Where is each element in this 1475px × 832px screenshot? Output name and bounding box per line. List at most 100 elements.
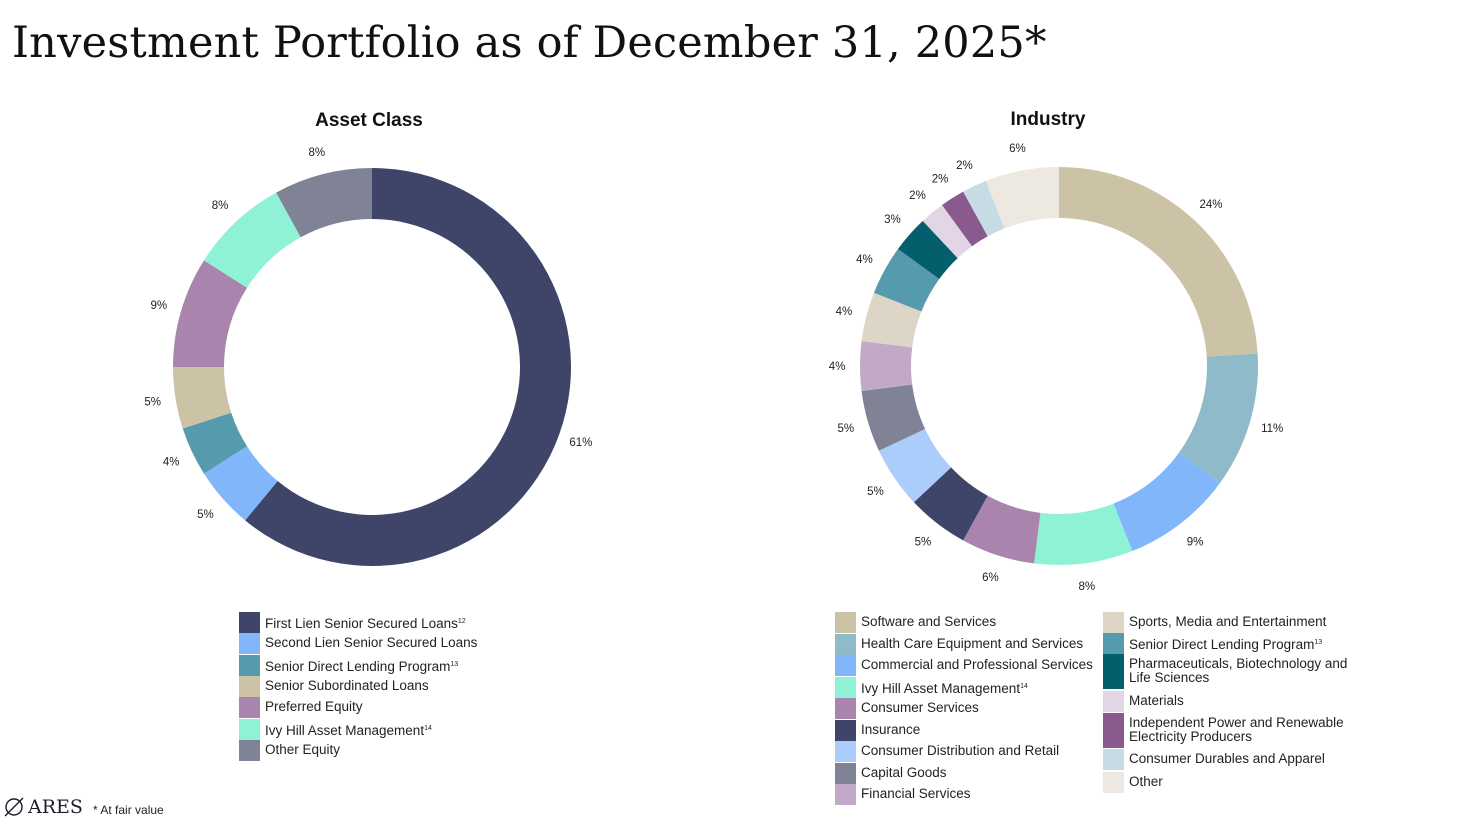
industry-data-label-senior-direct-lending-program: 4% [856,254,873,266]
legend-label: Capital Goods [861,764,947,780]
ares-logo-icon [4,797,24,817]
legend-label-text: Other [1129,774,1163,789]
industry-slice-insurance [913,467,988,541]
industry-data-label-independent-power-and-renewable-electricity-producers: 2% [932,174,949,186]
industry-data-label-other: 6% [1009,143,1026,155]
legend-swatch [835,698,856,719]
legend-label: Health Care Equipment and Services [861,635,1084,651]
industry-data-label-software-and-services: 24% [1199,199,1222,211]
legend-label: Consumer Services [861,701,979,715]
industry-data-label-consumer-distribution-and-retail: 5% [867,486,884,498]
legend-label: Other Equity [265,741,341,757]
asset-class-slice-ivy-hill-asset-management [203,192,301,288]
asset-class-slice-senior-direct-lending-program [182,412,248,474]
legend-label-text: Financial Services [861,786,971,801]
legend-label-text: Independent Power and Renewable Electric… [1129,715,1344,744]
asset-class-data-label-other-equity: 8% [308,147,325,159]
legend-footnote-ref: 14 [424,724,432,732]
industry-data-label-materials: 2% [909,190,926,202]
legend-swatch [239,612,260,633]
industry-donut-chart: 24% 11% 9% 8% 6% 5% 5% 5% 4% 4% 4% 3% 2% 2% 2% 6% [829,143,1284,593]
legend-footnote-ref: 12 [457,618,466,625]
ares-logo-text: ARES [28,796,83,818]
legend-swatch [239,739,260,761]
legend-label: Pharmaceuticals, Biotechnology and Life … [1129,657,1361,685]
legend-swatch [1103,612,1124,633]
ares-logo: ARES [4,796,83,818]
legend-swatch [835,741,856,762]
asset-class-data-label-senior-direct-lending-program: 4% [163,457,180,469]
legend-label: Sports, Media and Entertainment [1129,615,1326,629]
legend-label-text: Health Care Equipment and Services [861,635,1084,651]
page-title: Investment Portfolio as of December 31, … [12,18,1047,68]
legend-label-text: Senior Direct Lending Program [1129,637,1315,652]
industry-slice-commercial-and-professional-services [1113,452,1220,552]
legend-swatch [1103,772,1124,793]
legend-label: Preferred Equity [265,700,363,714]
industry-slice-consumer-services [963,495,1041,564]
industry-data-label-consumer-services: 6% [982,572,999,584]
legend-label-text: Materials [1129,693,1184,708]
asset-class-donut-chart: 61% 5% 4% 5% 9% 8% 8% [144,147,592,566]
legend-label-text: Consumer Durables and Apparel [1129,751,1325,766]
legend-swatch [239,697,260,719]
industry-slice-materials [922,205,973,259]
legend-swatch [835,762,856,784]
legend-label-text: Ivy Hill Asset Management [861,680,1021,696]
asset-class-slice-other-equity [276,168,372,238]
legend-label-text: Preferred Equity [265,699,363,715]
industry-slice-ivy-hill-asset-management [1034,503,1133,565]
industry-data-label-pharmaceuticals-biotechnology-and-life-sciences: 3% [884,214,901,226]
legend-label-text: Other Equity [265,741,341,757]
legend-label-text: Capital Goods [861,764,947,780]
asset-class-data-label-senior-subordinated-loans: 5% [144,397,161,409]
legend-swatch [239,633,260,655]
legend-label: Consumer Distribution and Retail [861,744,1059,758]
legend-label: Senior Subordinated Loans [265,677,429,693]
industry-slice-software-and-services [1059,167,1258,357]
industry-data-label-insurance: 5% [915,536,932,548]
legend-label: Senior Direct Lending Program13 [265,658,458,674]
legend-label: First Lien Senior Secured Loans12 [265,615,466,631]
legend-swatch [239,675,260,697]
legend-swatch [835,719,856,741]
legend-label-text: Senior Direct Lending Program [265,658,451,674]
legend-label: Independent Power and Renewable Electric… [1129,716,1361,744]
legend-label: Second Lien Senior Secured Loans [265,636,477,650]
legend-footnote-ref: 13 [450,660,459,668]
asset-class-slice-second-lien-senior-secured-loans [203,446,278,521]
industry-slice-sports-media-and-entertainment [861,292,922,348]
industry-data-label-ivy-hill-asset-management: 8% [1079,581,1096,593]
asset-class-chart-title: Asset Class [315,110,423,131]
industry-data-label-commercial-and-professional-services: 9% [1187,536,1204,548]
legend-label-text: Consumer Distribution and Retail [861,743,1060,758]
legend-label-text: Second Lien Senior Secured Loans [265,635,478,651]
legend-footnote-ref: 13 [1314,639,1323,646]
legend-swatch [1103,691,1124,712]
industry-chart-title: Industry [1010,109,1086,130]
asset-class-data-label-second-lien-senior-secured-loans: 5% [197,509,214,521]
asset-class-slice-first-lien-senior-secured-loans [245,168,571,566]
industry-slice-capital-goods [861,384,926,451]
asset-class-data-label-first-lien-senior-secured-loans: 61% [569,437,592,449]
legend-label: Senior Direct Lending Program13 [1129,636,1322,652]
legend-swatch [1103,749,1124,770]
industry-slice-consumer-durables-and-apparel [963,180,1005,237]
industry-slice-consumer-distribution-and-retail [878,429,952,503]
legend-swatch [835,784,856,805]
legend-label-text: Sports, Media and Entertainment [1129,614,1327,629]
asset-class-slice-preferred-equity [173,260,248,367]
legend-label-text: Insurance [861,721,921,737]
legend-label-text: Consumer Services [861,700,979,715]
legend-swatch [835,676,856,698]
legend-swatch [239,718,260,740]
legend-swatch [835,655,856,676]
industry-data-label-sports-media-and-entertainment: 4% [836,306,853,318]
legend-label-text: Senior Subordinated Loans [265,677,429,693]
legend-label: Consumer Durables and Apparel [1129,752,1325,766]
legend-label: Materials [1129,694,1184,708]
industry-slice-pharmaceuticals-biotechnology-and-life-sciences [898,220,958,280]
legend-label-text: Software and Services [861,614,997,629]
legend-label: Ivy Hill Asset Management14 [861,680,1028,696]
industry-data-label-capital-goods: 5% [838,423,855,435]
